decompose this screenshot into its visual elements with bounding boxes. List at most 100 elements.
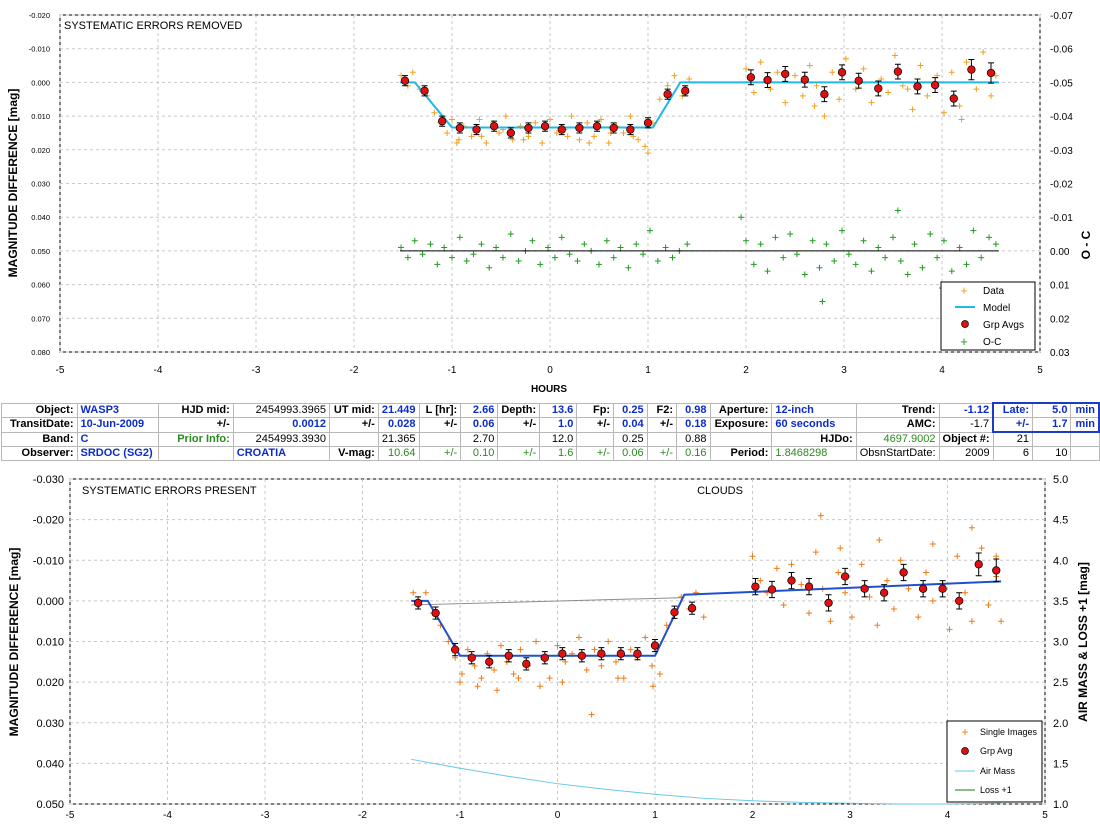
fp-value: 0.25 <box>613 402 648 418</box>
y2-tick-label: 0.01 <box>1050 281 1070 292</box>
single-image-point <box>656 671 663 677</box>
y-tick-label: 0.030 <box>36 718 64 730</box>
legend-label-loss: Loss +1 <box>980 785 1012 795</box>
y2-tick-label: 0.00 <box>1050 247 1070 258</box>
x-tick-label: -2 <box>358 810 367 821</box>
oc-point <box>633 241 640 248</box>
y2-tick-label: -0.03 <box>1050 146 1073 157</box>
y-tick-label: -0.010 <box>29 45 50 54</box>
oc-point <box>551 254 558 261</box>
grp-avg-point <box>840 572 850 581</box>
data-point <box>620 129 627 136</box>
prior-ut-value: 21.365 <box>377 431 420 447</box>
object-number-label: Object #: <box>938 431 994 447</box>
single-image-point <box>929 597 936 604</box>
legend-label-grp-avgs: Grp Avgs <box>983 320 1024 331</box>
data-point <box>799 92 806 99</box>
info-row-1: Object: WASP3 HJD mid: 2454993.3965 UT m… <box>1 402 1100 418</box>
depth-label: Depth: <box>497 402 541 418</box>
single-image-point <box>478 675 485 682</box>
y-tick-label: 0.040 <box>36 758 64 770</box>
grp-avg-point <box>763 75 772 85</box>
data-point <box>909 106 916 113</box>
grp-avg-point <box>899 568 908 577</box>
l-err-value: 0.06 <box>460 417 499 433</box>
data-point <box>591 133 598 140</box>
transit-date-value: 10-Jun-2009 <box>76 417 160 433</box>
f2-err-value: 0.18 <box>676 417 711 433</box>
single-image-point <box>546 675 553 682</box>
single-image-point <box>998 618 1005 625</box>
legend-label-single-images: Single Images <box>980 727 1038 737</box>
oc-point <box>470 251 477 258</box>
oc-point <box>890 234 896 241</box>
y-tick-label: 0.080 <box>31 348 50 357</box>
single-image-point <box>788 561 795 568</box>
legend: + Data Model Grp Avgs + O-C <box>940 281 1036 351</box>
single-image-point <box>978 545 985 552</box>
oc-point <box>787 231 794 238</box>
oc-point <box>757 241 764 248</box>
single-image-point <box>650 683 657 690</box>
depth-value: 13.6 <box>539 402 578 418</box>
model-line <box>400 81 999 129</box>
grp-avg-point <box>626 125 635 134</box>
oc-point <box>558 234 565 241</box>
single-image-point <box>773 565 780 572</box>
oc-point <box>515 258 522 265</box>
oc-point <box>772 234 779 241</box>
oc-point <box>419 251 426 258</box>
data-point <box>431 109 438 116</box>
legend: + Single Images Grp Avg Air Mass Loss +1 <box>946 720 1043 803</box>
y-tick-label: 0.040 <box>31 213 50 222</box>
y-tick-label: 0.030 <box>31 180 50 189</box>
oc-point <box>640 251 647 258</box>
x-tick-label: 4 <box>945 810 951 821</box>
y2-tick-label: 3.0 <box>1053 637 1068 649</box>
fp-err-label: +/- <box>576 417 615 433</box>
grp-avg-point <box>431 608 440 618</box>
data-point <box>502 113 509 120</box>
empty-cell <box>646 431 678 447</box>
grp-avg-point <box>687 604 697 613</box>
oc-point <box>434 261 441 268</box>
hjdo-value: 4697.9002 <box>855 431 940 447</box>
grp-avg-point <box>913 82 922 91</box>
single-image-point <box>817 512 824 519</box>
data-point <box>829 69 836 76</box>
y2-tick-label: 5.0 <box>1053 474 1068 486</box>
data-point <box>782 99 789 106</box>
single-image-point <box>533 638 540 645</box>
late-value: 5.0 <box>1032 402 1072 418</box>
legend-symbol-grp-avg <box>961 747 969 755</box>
data-point <box>455 136 462 143</box>
oc-point <box>852 261 859 268</box>
oc-point <box>956 244 963 251</box>
single-image-point <box>985 601 992 608</box>
y2-tick-label: 3.5 <box>1053 596 1068 608</box>
oc-point <box>738 214 745 221</box>
data-point <box>917 62 924 69</box>
fp-err-value: 0.04 <box>613 417 648 433</box>
oc-point <box>662 244 669 251</box>
single-image-point <box>598 662 605 669</box>
prior-f2-value: 0.88 <box>676 431 711 447</box>
grp-avg-point <box>558 649 567 658</box>
ut-mid-label: UT mid: <box>328 402 379 418</box>
single-image-point <box>588 711 595 718</box>
grp-avg-point <box>413 598 423 608</box>
data-point <box>686 76 693 83</box>
data-point <box>525 133 532 140</box>
data-point <box>806 62 813 69</box>
y2-tick-label: 1.0 <box>1053 799 1068 811</box>
grp-avg-point <box>874 84 883 93</box>
late-err-label: +/- <box>992 417 1034 433</box>
oc-point <box>456 234 463 241</box>
grp-avg-point <box>938 584 947 593</box>
hjd-mid-label: HJD mid: <box>158 402 234 418</box>
empty-cell <box>709 431 773 447</box>
oc-point <box>750 261 757 268</box>
single-image-point <box>827 618 834 625</box>
oc-point <box>831 258 838 265</box>
grp-avg-point <box>837 68 847 77</box>
